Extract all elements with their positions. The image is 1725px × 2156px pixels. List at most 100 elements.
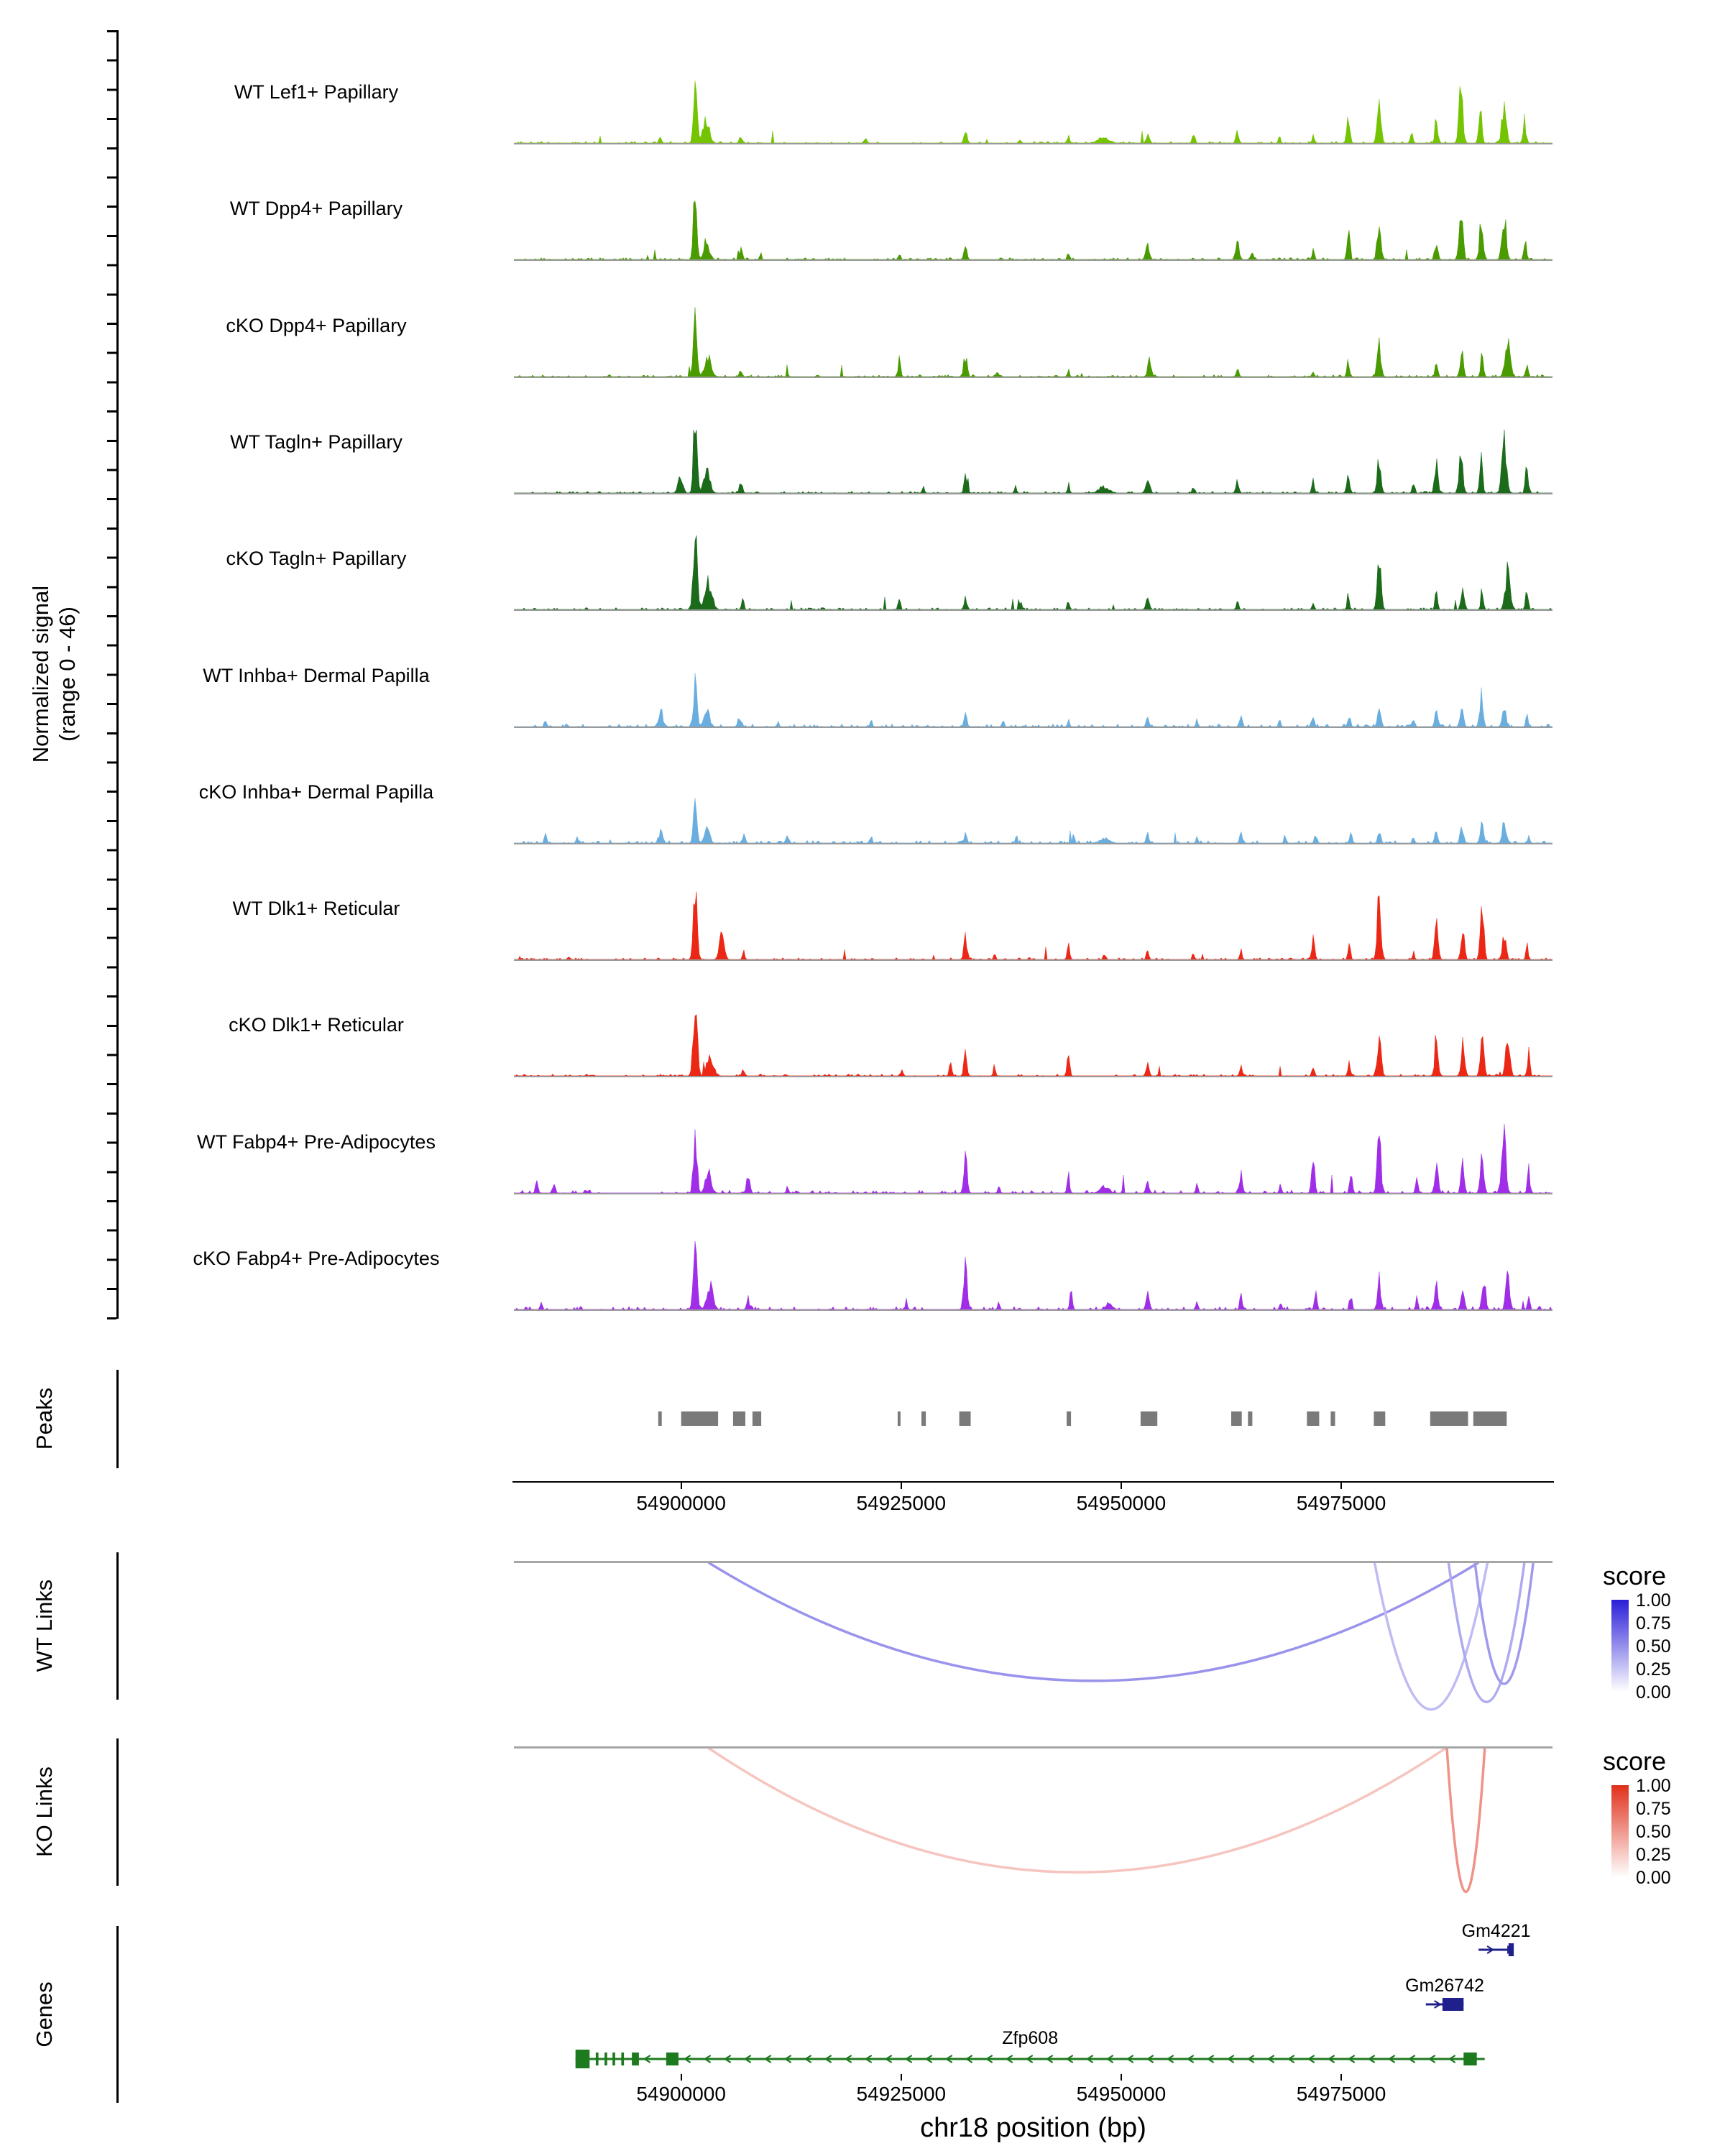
gene-exon xyxy=(1463,2053,1477,2065)
strand-chevron-icon xyxy=(1307,2055,1315,2063)
wt-legend-title: score xyxy=(1603,1561,1667,1590)
gene-arrowhead-icon xyxy=(1507,1945,1514,1954)
strand-chevron-icon xyxy=(965,2055,973,2063)
x-tick-label: 54900000 xyxy=(636,2083,726,2105)
strand-chevron-icon xyxy=(824,2055,832,2063)
peak-box xyxy=(752,1411,762,1426)
strand-chevron-icon xyxy=(1206,2055,1215,2063)
strand-chevron-icon xyxy=(1085,2055,1094,2063)
x-tick-label: 54975000 xyxy=(1296,1492,1386,1514)
wt-links-arcs xyxy=(708,1563,1535,1711)
wt-links-bracket xyxy=(116,1552,119,1700)
ko-legend-tick: 0.25 xyxy=(1636,1845,1671,1865)
coverage-axis-line xyxy=(116,30,119,1319)
coverage-track-plot xyxy=(514,307,1552,377)
ko-links-arcs xyxy=(708,1749,1486,1894)
link-arc xyxy=(1447,1563,1526,1703)
x-axis-tick xyxy=(1340,2074,1343,2081)
peak-box xyxy=(1231,1411,1242,1426)
coverage-track-plot xyxy=(514,429,1552,493)
track-baseline xyxy=(514,1309,1552,1311)
gene-exon xyxy=(604,2053,607,2065)
ko-legend-gradient xyxy=(1611,1785,1629,1877)
strand-chevron-icon xyxy=(763,2055,772,2063)
strand-chevron-icon xyxy=(643,2055,651,2063)
coverage-track-plot xyxy=(514,1241,1552,1309)
track-label: WT Dpp4+ Papillary xyxy=(229,198,403,219)
x-tick-label: 54925000 xyxy=(856,2083,947,2105)
strand-chevron-icon xyxy=(703,2055,712,2063)
gene-exon xyxy=(666,2053,678,2065)
peaks-x-axis-line xyxy=(512,1481,1554,1483)
x-axis-tick xyxy=(680,2074,682,2081)
peak-box xyxy=(897,1411,901,1426)
coverage-track-plot xyxy=(514,200,1552,259)
track-label: cKO Tagln+ Papillary xyxy=(226,548,407,569)
track-baseline xyxy=(514,727,1552,728)
strand-chevron-icon xyxy=(1266,2055,1275,2063)
coverage-track-plot xyxy=(514,673,1552,727)
gene-arrowhead-icon xyxy=(1457,2000,1464,2009)
strand-chevron-icon xyxy=(1407,2055,1416,2063)
peak-box xyxy=(1067,1411,1072,1426)
track-label: cKO Fabp4+ Pre-Adipocytes xyxy=(193,1248,440,1269)
coverage-axis-ticks xyxy=(107,30,116,1320)
peak-box xyxy=(1473,1411,1507,1426)
strand-chevron-icon xyxy=(1327,2055,1335,2063)
coverage-track-plot xyxy=(514,891,1552,959)
track-baseline xyxy=(514,143,1552,144)
strand-chevron-icon xyxy=(804,2055,812,2063)
peak-box xyxy=(681,1411,719,1426)
x-axis-title: chr18 position (bp) xyxy=(920,2113,1146,2143)
ko-links-bracket xyxy=(116,1738,119,1886)
y-axis-label-line1: Normalized signal xyxy=(28,585,53,763)
peak-box xyxy=(1330,1411,1335,1426)
strand-chevron-icon xyxy=(1045,2055,1054,2063)
link-arc xyxy=(1473,1563,1535,1685)
genes-bracket xyxy=(116,1926,119,2103)
peak-box xyxy=(959,1411,971,1426)
track-baseline xyxy=(514,843,1552,844)
peaks-bracket xyxy=(116,1370,119,1468)
y-axis-label: Normalized signal (range 0 - 46) xyxy=(27,315,80,1033)
ko-legend-tick: 0.75 xyxy=(1636,1799,1671,1819)
strand-chevron-icon xyxy=(1105,2055,1114,2063)
strand-chevron-icon xyxy=(944,2055,953,2063)
track-baseline xyxy=(514,1076,1552,1077)
wt-legend-tick: 0.00 xyxy=(1636,1682,1671,1703)
wt-legend-tick: 0.25 xyxy=(1636,1659,1671,1680)
gene-exon xyxy=(575,2050,590,2068)
link-arc xyxy=(1445,1749,1486,1894)
link-arc xyxy=(708,1749,1447,1874)
strand-chevron-icon xyxy=(1166,2055,1174,2063)
gene-exon xyxy=(632,2053,639,2065)
link-arc xyxy=(708,1563,1479,1682)
strand-chevron-icon xyxy=(783,2055,792,2063)
strand-chevron-icon xyxy=(904,2055,913,2063)
strand-chevron-icon xyxy=(1287,2055,1295,2063)
peaks-track xyxy=(658,1411,1507,1426)
link-arc xyxy=(1373,1563,1489,1711)
track-baseline xyxy=(514,493,1552,494)
wt-legend-tick: 0.75 xyxy=(1636,1613,1671,1634)
strand-chevron-icon xyxy=(1427,2055,1436,2063)
strand-chevron-icon xyxy=(985,2055,993,2063)
strand-chevron-icon xyxy=(1387,2055,1396,2063)
x-tick-label: 54950000 xyxy=(1076,2083,1167,2105)
track-label: WT Fabp4+ Pre-Adipocytes xyxy=(197,1131,436,1153)
track-label: WT Dlk1+ Reticular xyxy=(232,898,400,919)
track-label: WT Tagln+ Papillary xyxy=(230,431,402,453)
strand-chevron-icon xyxy=(1347,2055,1356,2063)
strand-chevron-icon xyxy=(1005,2055,1013,2063)
strand-chevron-icon xyxy=(1486,1945,1495,1954)
strand-chevron-icon xyxy=(1065,2055,1074,2063)
wt-links-topline xyxy=(514,1561,1552,1563)
ko-legend-title: score xyxy=(1603,1746,1667,1776)
track-label: cKO Inhba+ Dermal Papilla xyxy=(198,781,434,803)
gene-exon xyxy=(621,2053,625,2065)
peak-box xyxy=(1374,1411,1386,1426)
strand-chevron-icon xyxy=(1126,2055,1134,2063)
strand-chevron-icon xyxy=(1448,2055,1456,2063)
strand-chevron-icon xyxy=(924,2055,933,2063)
